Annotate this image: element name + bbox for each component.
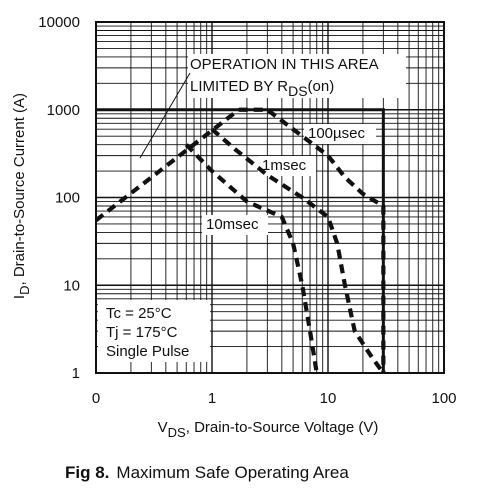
plot-frame (95, 21, 445, 374)
series-line-10msec (184, 143, 319, 374)
y-tick-labels: 1 10 100 1000 10000 (38, 14, 80, 382)
x-axis-label: VDS, Drain-to-Source Voltage (V) (158, 419, 379, 440)
condition-tc: Tc = 25°C (106, 305, 172, 322)
plot-grid (95, 22, 444, 374)
series-label-100usec: 100µsec (308, 125, 366, 142)
x-tick-label: 0 (92, 390, 100, 407)
rds-annotation-line1: OPERATION IN THIS AREA (190, 56, 379, 73)
x-tick-label: 100 (431, 390, 456, 407)
rds-annotation-prefix: LIMITED BY R (190, 78, 288, 95)
rds-on-limit-line (94, 108, 241, 222)
x-tick-label: 1 (208, 390, 216, 407)
figure-caption-text: Maximum Safe Operating Area (116, 463, 349, 482)
series-label-1msec-background (258, 156, 316, 176)
series-label-100usec-background (304, 124, 376, 144)
y-axis-label-main: I (11, 295, 28, 299)
series-line-1msec (210, 127, 386, 375)
rds-annotation-line2: LIMITED BY RDS(on) (190, 78, 334, 99)
x-axis-label-sub: DS (168, 425, 186, 440)
figure-caption: Fig 8. Maximum Safe Operating Area (65, 463, 349, 482)
figure-number: Fig 8. (65, 463, 109, 482)
x-axis-label-rest: , Drain-to-Source Voltage (V) (186, 419, 379, 436)
y-tick-label: 10 (63, 277, 80, 294)
condition-tj: Tj = 175°C (106, 324, 178, 341)
y-tick-label: 100 (55, 190, 80, 207)
conditions-background (98, 300, 210, 362)
x-tick-labels: 0 1 10 100 (92, 390, 457, 407)
y-tick-label: 1000 (47, 102, 80, 119)
series-label-10msec-background (202, 215, 268, 235)
x-axis-label-main: V (158, 419, 168, 436)
y-tick-label: 10000 (38, 14, 80, 31)
y-axis-label: ID, Drain-to-Source Current (A) (11, 93, 32, 299)
series-label-1msec: 1msec (262, 157, 307, 174)
rds-leader-line (139, 72, 191, 159)
y-axis-label-rest: , Drain-to-Source Current (A) (11, 93, 28, 286)
y-tick-label: 1 (72, 365, 80, 382)
series-label-10msec: 10msec (206, 216, 259, 233)
series-line-100usec (238, 107, 386, 373)
rds-annotation-suffix: (on) (308, 78, 335, 95)
series-curves (94, 107, 386, 375)
rds-annotation-sub: DS (288, 83, 307, 99)
y-axis-label-sub: D (17, 286, 32, 295)
rds-annotation-background (188, 54, 406, 98)
x-tick-label: 10 (320, 390, 337, 407)
condition-pulse: Single Pulse (106, 343, 189, 360)
